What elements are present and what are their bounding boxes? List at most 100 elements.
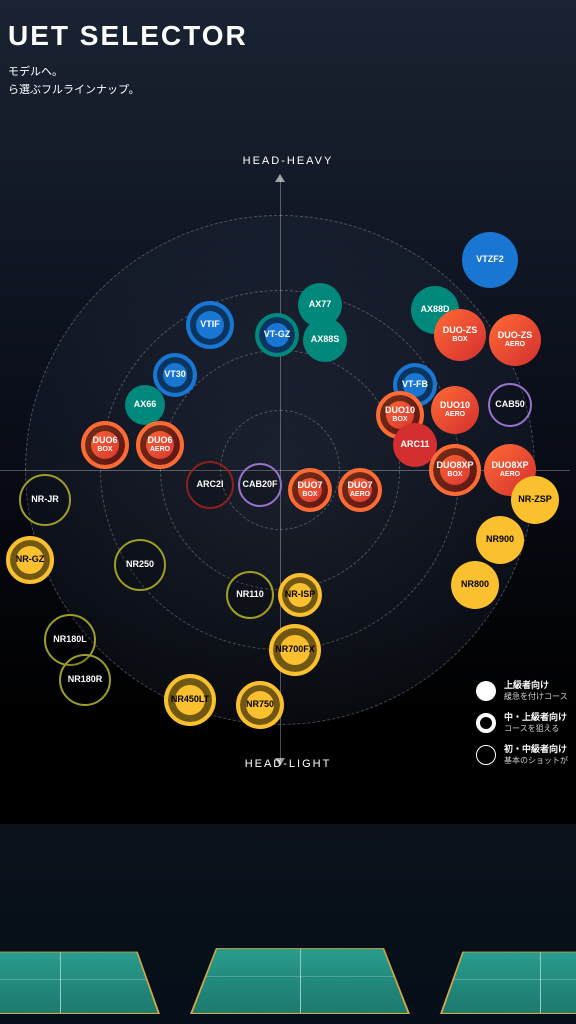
racquet-node-nrjr[interactable]: NR-JR [19,474,71,526]
node-label: DUO10 [385,406,415,416]
node-label: VTZF2 [476,255,504,265]
node-label: ARC2I [196,480,223,490]
racquet-node-duozs-aero[interactable]: DUO-ZSAERO [489,314,541,366]
racquet-node-nrzsp[interactable]: NR-ZSP [511,476,559,524]
node-label: NR700FX [275,645,315,655]
court-center [190,948,410,1014]
node-sublabel: BOX [97,446,112,454]
racquet-node-nr750[interactable]: NR750 [236,681,284,729]
node-label: DUO7 [297,481,322,491]
node-sublabel: AERO [505,341,525,349]
racquet-node-duo7-box[interactable]: DUO7BOX [288,468,332,512]
node-sublabel: AERO [350,491,370,499]
node-sublabel: AERO [500,471,520,479]
node-label: VT-FB [402,380,428,390]
legend-sub-2: コースを狙える [504,724,567,734]
racquet-node-ax88s[interactable]: AX88S [303,318,347,362]
node-label: AX66 [134,400,157,410]
racquet-node-nr250[interactable]: NR250 [114,539,166,591]
node-label: ARC11 [400,440,429,450]
node-label: NR900 [486,535,514,545]
racquet-node-duozs-box[interactable]: DUO-ZSBOX [434,309,486,361]
node-label: DUO-ZS [498,331,533,341]
racquet-node-cab50[interactable]: CAB50 [488,383,532,427]
node-sublabel: AERO [150,446,170,454]
node-label: NR110 [236,590,264,600]
header: UET SELECTOR モデルへ。 ら選ぶフルラインナップ。 [0,20,248,99]
legend-row-advanced: 上級者向け 緩急を付けコース [476,680,568,702]
node-label: NR180L [53,635,87,645]
node-label: DUO8XP [436,461,473,471]
legend-sub-3: 基本のショットが [504,756,568,766]
node-label: VT30 [164,370,186,380]
node-label: CAB20F [242,480,277,490]
node-label: CAB50 [495,400,525,410]
racquet-chart: VTZF2AX88DAX77AX88SVT-GZVTIFVT30AX66DUO-… [0,180,570,760]
subtitle: モデルへ。 ら選ぶフルラインナップ。 [8,64,248,99]
axis-label-top: HEAD-HEAVY [243,155,334,167]
legend-sub-1: 緩急を付けコース [504,692,568,702]
node-label: NR-ISP [285,590,316,600]
node-label: DUO-ZS [443,326,478,336]
node-label: DUO10 [440,401,470,411]
node-label: DUO7 [347,481,372,491]
legend-symbol-filled [476,681,496,701]
racquet-node-nr110[interactable]: NR110 [226,571,274,619]
racquet-node-nrisp[interactable]: NR-ISP [278,573,322,617]
racquet-node-duo7-aero[interactable]: DUO7AERO [338,468,382,512]
racquet-node-ax66[interactable]: AX66 [125,385,165,425]
node-label: AX88S [311,335,340,345]
racquet-node-vtzf2[interactable]: VTZF2 [462,232,518,288]
node-sublabel: AERO [445,411,465,419]
racquet-node-nr900[interactable]: NR900 [476,516,524,564]
node-sublabel: BOX [302,491,317,499]
racquet-node-duo10-aero[interactable]: DUO10AERO [431,386,479,434]
node-label: AX77 [309,300,332,310]
arena-background [0,824,576,1024]
arrow-up-icon [275,174,285,182]
racquet-node-vtgz[interactable]: VT-GZ [255,313,299,357]
court-right [440,952,576,1014]
subtitle-line1: モデルへ。 [8,64,248,82]
court-left [0,952,160,1014]
node-label: NR-GZ [16,555,45,565]
racquet-node-cab20f[interactable]: CAB20F [238,463,282,507]
racquet-node-nr180r[interactable]: NR180R [59,654,111,706]
node-sublabel: BOX [447,471,462,479]
crowd-silhouette [0,824,576,894]
racquet-node-duo8xp-box[interactable]: DUO8XPBOX [429,444,481,496]
node-label: NR800 [461,580,489,590]
node-label: NR750 [246,700,274,710]
node-label: VTIF [200,320,220,330]
legend-symbol-thin-ring [476,745,496,765]
node-sublabel: BOX [452,336,467,344]
racquet-node-nr450lt[interactable]: NR450LT [164,674,216,726]
racquet-node-nrgz[interactable]: NR-GZ [6,536,54,584]
node-sublabel: BOX [392,416,407,424]
racquet-node-vtif[interactable]: VTIF [186,301,234,349]
node-label: NR-ZSP [518,495,552,505]
subtitle-line2: ら選ぶフルラインナップ。 [8,82,248,100]
node-label: DUO6 [147,436,172,446]
node-label: VT-GZ [264,330,291,340]
legend-symbol-thick-ring [476,713,496,733]
legend-title-1: 上級者向け [504,680,568,692]
legend-row-beginner-intermediate: 初・中級者向け 基本のショットが [476,744,568,766]
legend-title-3: 初・中級者向け [504,744,568,756]
page-title: UET SELECTOR [8,20,248,52]
node-label: NR450LT [171,695,209,705]
node-label: NR-JR [31,495,59,505]
node-label: NR180R [68,675,103,685]
racquet-node-duo6-box[interactable]: DUO6BOX [81,421,129,469]
legend-title-2: 中・上級者向け [504,712,567,724]
legend-row-intermediate-advanced: 中・上級者向け コースを狙える [476,712,568,734]
legend: 上級者向け 緩急を付けコース 中・上級者向け コースを狙える 初・中級者向け 基… [476,680,568,776]
axis-label-bottom: HEAD-LIGHT [245,758,332,770]
node-label: NR250 [126,560,154,570]
racquet-node-nr800[interactable]: NR800 [451,561,499,609]
node-label: DUO6 [92,436,117,446]
node-label: DUO8XP [491,461,528,471]
racquet-node-nr700fx[interactable]: NR700FX [269,624,321,676]
racquet-node-arc2i[interactable]: ARC2I [186,461,234,509]
racquet-node-duo6-aero[interactable]: DUO6AERO [136,421,184,469]
